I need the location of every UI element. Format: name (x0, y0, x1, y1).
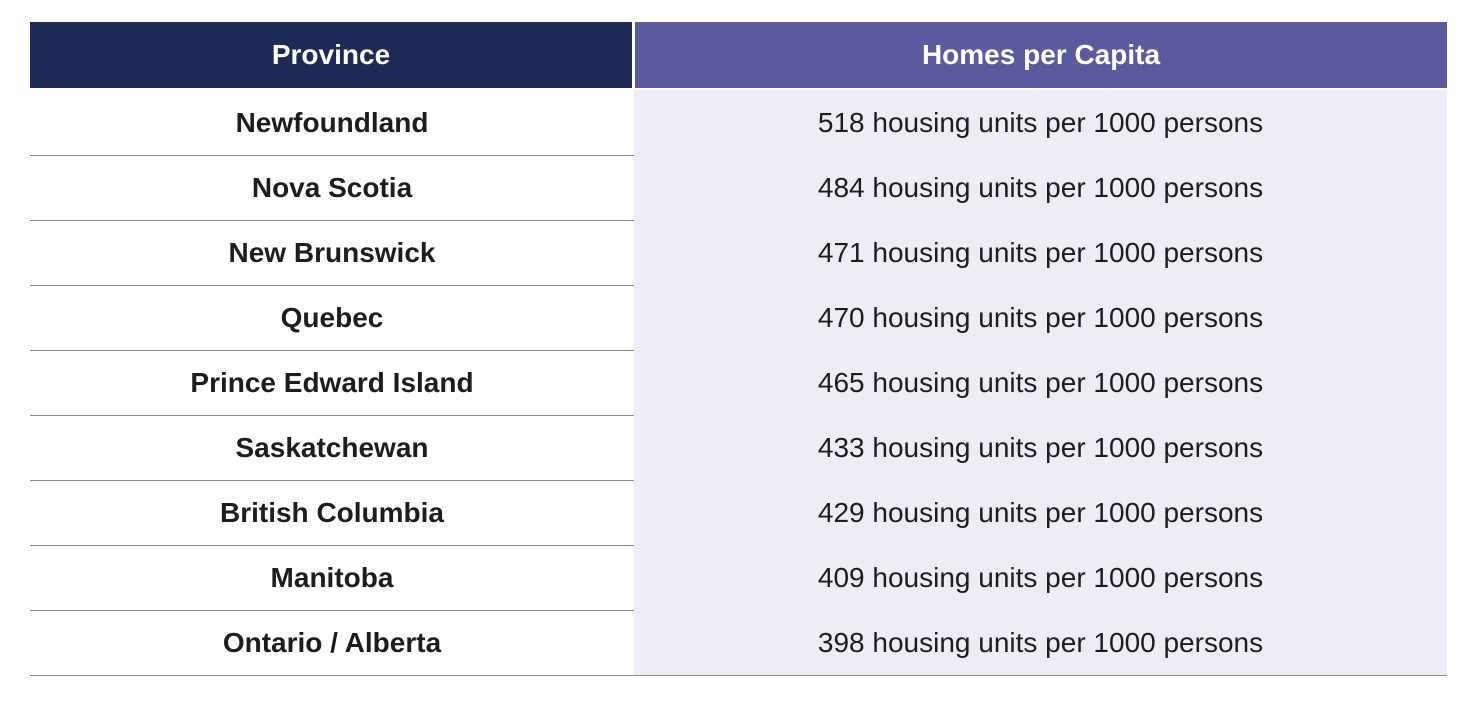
value-cell: 471 housing units per 1000 persons (634, 220, 1447, 285)
value-cell: 470 housing units per 1000 persons (634, 285, 1447, 350)
value-cell: 429 housing units per 1000 persons (634, 480, 1447, 545)
province-cell: New Brunswick (228, 236, 436, 268)
value-cell: 465 housing units per 1000 persons (634, 350, 1447, 415)
value-cell: 518 housing units per 1000 persons (634, 90, 1447, 155)
province-cell: Prince Edward Island (190, 366, 474, 398)
header-cell: Province (30, 22, 632, 88)
value-cell: 409 housing units per 1000 persons (634, 545, 1447, 610)
row-divider (30, 675, 1447, 676)
header-cell: Homes per Capita (635, 22, 1447, 88)
province-cell: Ontario / Alberta (222, 626, 442, 658)
province-cell: Newfoundland (235, 106, 429, 138)
value-cell: 484 housing units per 1000 persons (634, 155, 1447, 220)
province-cell: Manitoba (270, 561, 394, 593)
province-cell: British Columbia (219, 496, 444, 528)
province-cell: Saskatchewan (235, 431, 429, 463)
value-cell: 398 housing units per 1000 persons (634, 610, 1447, 675)
province-cell: Quebec (280, 301, 384, 333)
province-cell: Nova Scotia (251, 171, 413, 203)
value-cell: 433 housing units per 1000 persons (634, 415, 1447, 480)
